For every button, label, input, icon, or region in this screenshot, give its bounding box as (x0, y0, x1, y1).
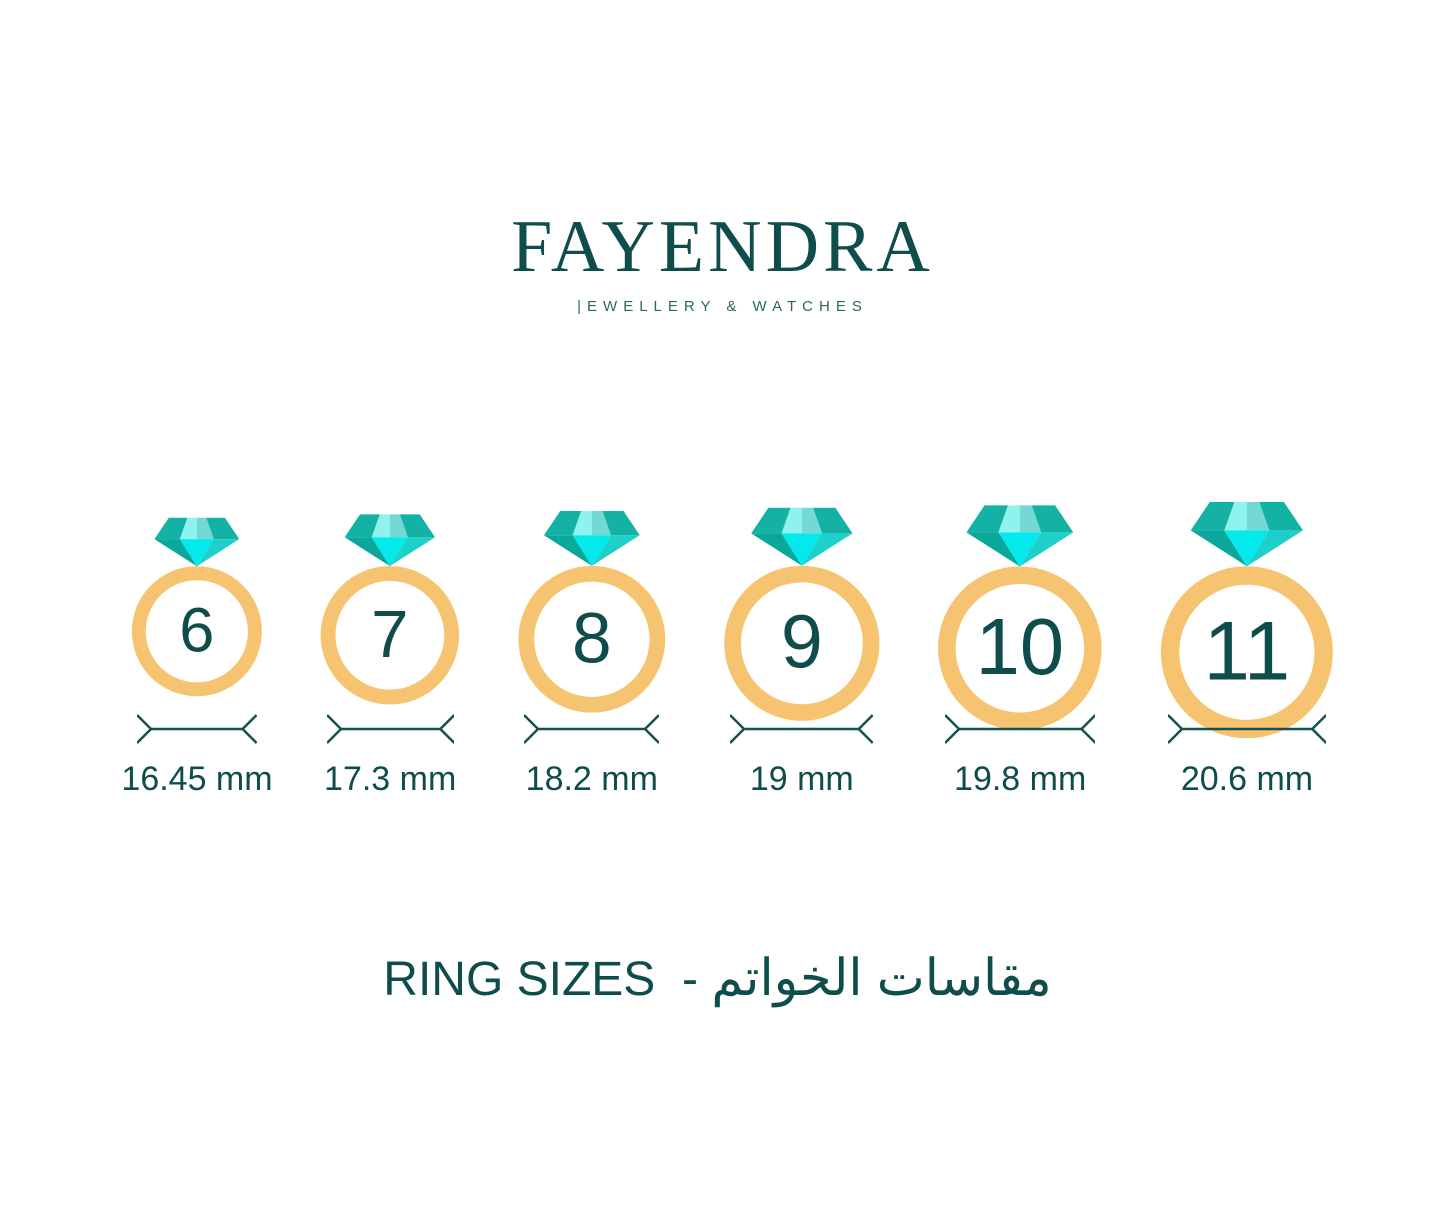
svg-text:10: 10 (976, 601, 1064, 690)
svg-text:8: 8 (572, 598, 612, 678)
svg-text:9: 9 (781, 600, 823, 684)
svg-text:11: 11 (1204, 603, 1291, 697)
svg-text:7: 7 (371, 597, 408, 672)
svg-text:6: 6 (179, 595, 214, 665)
